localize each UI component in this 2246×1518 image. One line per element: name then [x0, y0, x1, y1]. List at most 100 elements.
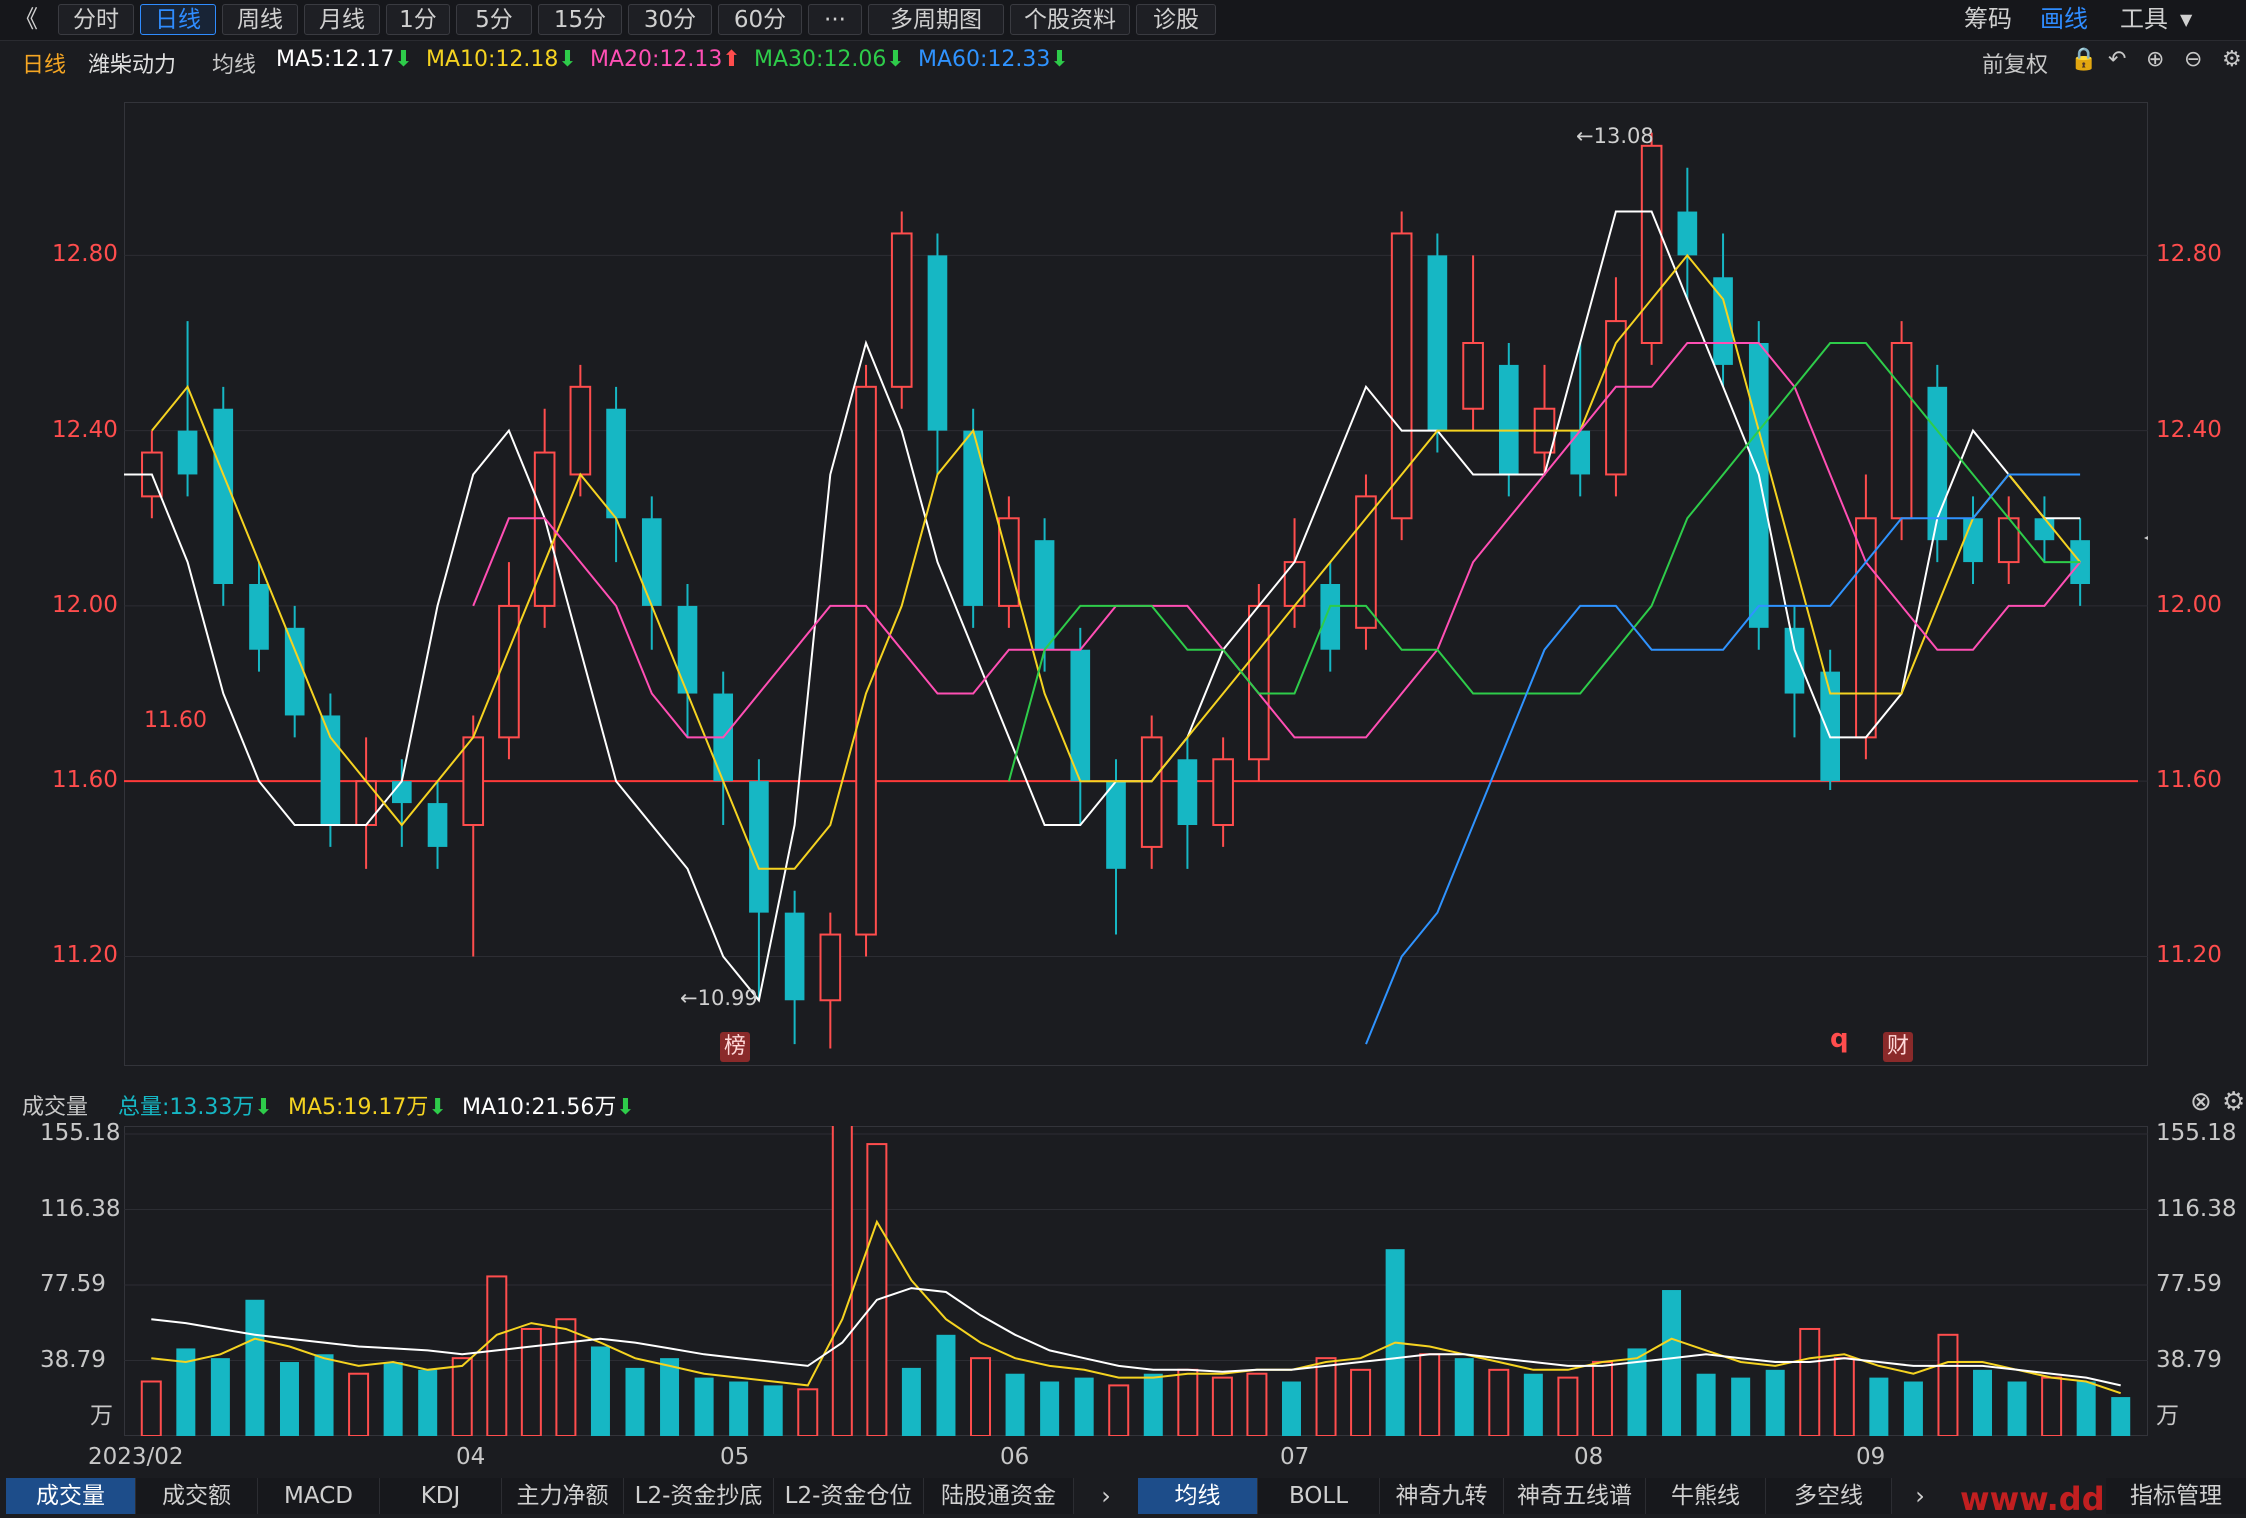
indicator-tab-3[interactable]: KDJ	[380, 1478, 502, 1514]
marker-q[interactable]: q	[1830, 1024, 1849, 1054]
close-icon[interactable]: ⊗	[2190, 1087, 2212, 1117]
chip-button[interactable]: 筹码	[1964, 5, 2012, 33]
volume-bar	[1419, 1353, 1441, 1436]
zoom-in-icon[interactable]: ⊕	[2146, 47, 2165, 72]
gear-icon[interactable]: ⚙	[2222, 47, 2242, 72]
tab-3[interactable]: 月线	[304, 4, 380, 35]
candle	[1177, 737, 1198, 869]
tab-9[interactable]: ···	[808, 4, 862, 35]
indicator-manage-button[interactable]: 指标管理	[2106, 1478, 2246, 1514]
volume-bar	[1281, 1381, 1301, 1436]
candle	[1034, 518, 1055, 672]
stock-name: 潍柴动力	[88, 53, 177, 78]
volume-legend: 成交量 总量:13.33万⬇ MA5:19.17万⬇ MA10:21.56万⬇ …	[0, 1086, 2246, 1120]
volume-bar	[2007, 1381, 2027, 1436]
fq-button[interactable]: 前复权	[1982, 53, 2049, 78]
volume-bar	[694, 1377, 714, 1436]
volume-tick-right: 116.38	[2156, 1195, 2237, 1222]
volume-bar	[2041, 1376, 2063, 1436]
candle	[177, 321, 198, 497]
chart-frame	[124, 102, 2148, 1066]
volume-bar	[140, 1380, 162, 1436]
ma30-line	[1007, 342, 2081, 782]
candle	[1427, 233, 1448, 453]
volume-bar	[520, 1327, 542, 1436]
chevron-right-icon[interactable]: ›	[1915, 1482, 1925, 1510]
price-tick-left: 12.80	[52, 241, 118, 268]
volume-tick-left: 155.18	[40, 1120, 121, 1146]
candle	[498, 562, 520, 760]
tab-8[interactable]: 60分	[718, 4, 802, 35]
overlay-tab-5[interactable]: 多空线	[1766, 1478, 1892, 1514]
volume-bar	[1973, 1369, 1993, 1436]
undo-icon[interactable]: ↶	[2108, 47, 2127, 72]
volume-tick-left: 77.59	[40, 1271, 106, 1297]
candle	[284, 605, 305, 738]
volume-bar	[2111, 1397, 2131, 1436]
overlay-tab-0[interactable]: 均线	[1138, 1478, 1258, 1514]
overlay-tab-4[interactable]: 牛熊线	[1646, 1478, 1766, 1514]
draw-button[interactable]: 画线	[2040, 5, 2088, 33]
low-label: ←10.99	[680, 986, 758, 1010]
x-tick: 07	[1280, 1444, 1310, 1470]
ma10-value: MA10:12.18⬇	[426, 47, 577, 72]
indicator-tab-6[interactable]: L2-资金仓位	[774, 1478, 924, 1514]
volume-tick-left: 116.38	[40, 1195, 121, 1222]
indicator-tab-4[interactable]: 主力净额	[502, 1478, 624, 1514]
volume-total: 总量:13.33万⬇	[118, 1095, 273, 1120]
marker-bang[interactable]: 榜	[720, 1032, 750, 1062]
indicator-tab-7[interactable]: 陆股通资金	[924, 1478, 1074, 1514]
price-chart[interactable]	[124, 102, 2148, 1066]
zoom-out-icon[interactable]: ⊖	[2184, 47, 2203, 72]
marker-cai[interactable]: 财	[1883, 1032, 1913, 1062]
tab-11[interactable]: 个股资料	[1010, 4, 1130, 35]
volume-bar	[383, 1362, 403, 1436]
indicator-tab-1[interactable]: 成交额	[136, 1478, 258, 1514]
volume-unit-right: 万	[2156, 1403, 2179, 1429]
tab-2[interactable]: 周线	[222, 4, 298, 35]
lock-icon[interactable]: 🔒	[2070, 47, 2098, 72]
price-tick-left: 11.60	[52, 767, 118, 794]
back-icon[interactable]: 《	[14, 5, 38, 33]
volume-bar	[1246, 1372, 1268, 1436]
candle	[1748, 321, 1769, 650]
overlay-tab-3[interactable]: 神奇五线谱	[1504, 1478, 1646, 1514]
volume-bar	[936, 1334, 956, 1436]
tools-button[interactable]: 工具	[2120, 5, 2168, 33]
volume-bar	[1523, 1373, 1543, 1436]
volume-bar	[1765, 1369, 1785, 1436]
price-pointer	[2144, 536, 2148, 540]
volume-bar	[2076, 1381, 2096, 1436]
indicator-tab-0[interactable]: 成交量	[6, 1478, 136, 1514]
overlay-tab-2[interactable]: 神奇九转	[1380, 1478, 1504, 1514]
chevron-down-icon[interactable]: ▼	[2180, 10, 2193, 29]
price-tick-left: 12.40	[52, 416, 118, 443]
chevron-right-icon[interactable]: ›	[1101, 1482, 1111, 1510]
candle	[927, 233, 948, 475]
tab-5[interactable]: 5分	[456, 4, 532, 35]
gear-icon[interactable]: ⚙	[2222, 1087, 2246, 1117]
tab-7[interactable]: 30分	[628, 4, 712, 35]
candle	[1713, 233, 1733, 387]
volume-bar	[763, 1385, 783, 1436]
x-tick: 09	[1856, 1444, 1886, 1470]
tab-1[interactable]: 日线	[140, 4, 216, 35]
indicator-tab-2[interactable]: MACD	[258, 1478, 380, 1514]
tab-0[interactable]: 分时	[58, 4, 134, 35]
tab-12[interactable]: 诊股	[1136, 4, 1216, 35]
candle	[784, 890, 805, 1045]
indicator-tab-5[interactable]: L2-资金抄底	[624, 1478, 774, 1514]
tab-10[interactable]: 多周期图	[868, 4, 1004, 35]
candle	[1320, 562, 1341, 672]
volume-bar	[1869, 1377, 1889, 1436]
x-tick: 06	[1000, 1444, 1030, 1470]
avg-label[interactable]: 均线	[212, 53, 257, 78]
candle	[1070, 627, 1091, 825]
volume-chart[interactable]	[124, 1126, 2148, 1436]
tab-4[interactable]: 1分	[386, 4, 450, 35]
volume-bar	[1627, 1348, 1647, 1436]
tab-6[interactable]: 15分	[538, 4, 622, 35]
overlay-tab-1[interactable]: BOLL	[1258, 1478, 1380, 1514]
period-label: 日线	[22, 53, 67, 78]
candle	[749, 759, 769, 1001]
